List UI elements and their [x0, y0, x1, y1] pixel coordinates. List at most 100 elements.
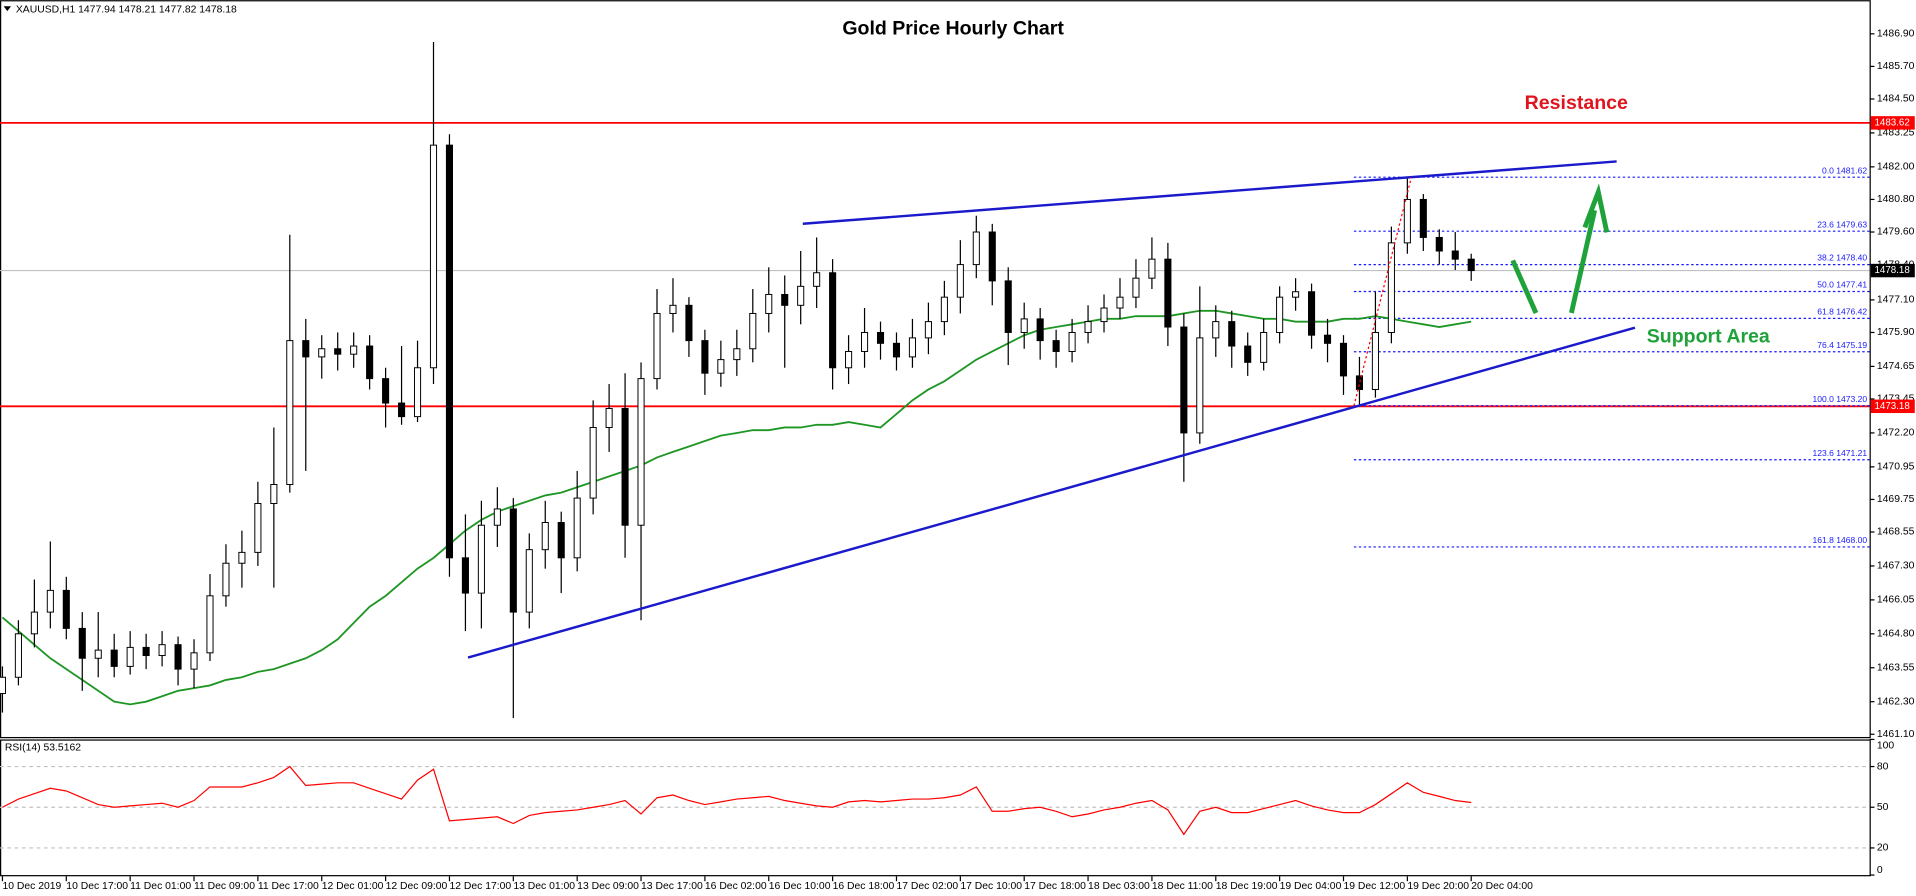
candle-body	[1068, 331, 1076, 352]
x-tick-label: 20 Dec 04:00	[1471, 881, 1533, 892]
candle-body	[940, 296, 948, 323]
candle-body	[956, 264, 964, 298]
x-tick-label: 17 Dec 02:00	[896, 881, 958, 892]
chart-title: Gold Price Hourly Chart	[842, 18, 1064, 40]
x-tick-label: 18 Dec 03:00	[1088, 881, 1150, 892]
candle-body	[94, 649, 102, 659]
x-tick-label: 13 Dec 01:00	[513, 881, 575, 892]
fib-label: 100.0 1473.20	[1812, 394, 1867, 404]
candle-body	[286, 340, 294, 485]
fib-label: 23.6 1479.63	[1817, 219, 1867, 229]
candle-body	[461, 557, 469, 594]
candle-body	[413, 367, 422, 418]
candle-body	[1116, 296, 1124, 309]
candle-body	[110, 649, 118, 667]
candle-body	[1132, 277, 1140, 298]
y-tick-label: 1461.10	[1877, 729, 1915, 740]
y-tick-label: 1479.60	[1877, 227, 1915, 238]
candle-body	[1339, 342, 1348, 377]
candle-body	[685, 304, 693, 342]
y-tick-label: 1470.95	[1877, 462, 1915, 473]
level-price-box	[1870, 399, 1915, 414]
candle-body	[174, 644, 182, 670]
candle-body	[557, 522, 565, 559]
candle-body	[509, 508, 517, 613]
level-price-label: 1483.62	[1874, 117, 1909, 128]
x-tick-label: 19 Dec 04:00	[1280, 881, 1342, 892]
fib-label: 50.0 1477.41	[1817, 280, 1867, 290]
fib-label: 161.8 1468.00	[1812, 535, 1867, 545]
x-tick-label: 11 Dec 17:00	[258, 881, 319, 892]
x-tick-label: 16 Dec 10:00	[769, 881, 831, 892]
pullback-arrow	[1510, 259, 1539, 314]
candle-body	[142, 646, 150, 657]
candle-body	[972, 231, 980, 266]
level-price-box	[1870, 263, 1915, 278]
y-tick-label: 1464.80	[1877, 629, 1915, 640]
candle-body	[46, 589, 54, 613]
y-tick-label: 1480.80	[1877, 194, 1915, 205]
x-tick-label: 16 Dec 18:00	[833, 881, 895, 892]
candle-body	[429, 144, 438, 369]
candle-body	[1308, 291, 1316, 336]
candle-body	[1052, 340, 1060, 352]
candle-body	[382, 378, 390, 404]
candle-body	[1164, 258, 1172, 328]
up-arrow-head	[1582, 183, 1610, 233]
candle-body	[701, 340, 709, 374]
y-tick-label: 1463.55	[1877, 662, 1915, 673]
y-tick-label: 1475.90	[1877, 327, 1915, 338]
candle-body	[605, 407, 613, 428]
y-tick-label: 1485.70	[1877, 61, 1915, 72]
x-tick-label: 11 Dec 09:00	[194, 881, 255, 892]
level-price-box	[1870, 116, 1915, 130]
fib-label: 38.2 1478.40	[1817, 253, 1867, 263]
candle-body	[1451, 250, 1459, 260]
x-tick-label: 17 Dec 18:00	[1024, 881, 1086, 892]
candle-body	[637, 378, 645, 526]
candle-body	[733, 348, 741, 361]
y-tick-label: 1469.75	[1877, 494, 1915, 505]
candle-body	[0, 676, 6, 695]
candle-body	[861, 331, 869, 352]
candle-body	[1355, 375, 1364, 390]
upper-trend-line	[802, 160, 1617, 225]
candle-body	[493, 508, 501, 526]
candle-body	[222, 562, 230, 597]
up-arrow-shaft	[1569, 209, 1598, 314]
fib-label: 61.8 1476.42	[1817, 307, 1867, 317]
candle-body	[1403, 198, 1411, 244]
candle-body	[126, 646, 134, 667]
x-tick-label: 12 Dec 09:00	[386, 881, 448, 892]
x-tick-label: 13 Dec 17:00	[641, 881, 703, 892]
candle-body	[1084, 321, 1092, 333]
candle-body	[366, 345, 374, 380]
level-price-label: 1473.18	[1874, 401, 1909, 412]
candle-body	[845, 350, 853, 369]
candle-body	[350, 345, 358, 355]
y-tick-label: 1484.50	[1877, 94, 1915, 105]
candle-body	[749, 312, 757, 350]
resistance-label: Resistance	[1525, 92, 1628, 114]
candle-body	[876, 331, 885, 344]
x-tick-label: 12 Dec 01:00	[322, 881, 384, 892]
candle-body	[1228, 321, 1236, 347]
rsi-tick-label: 20	[1877, 843, 1889, 854]
candle-body	[813, 272, 821, 287]
candle-body	[158, 644, 166, 657]
candle-body	[445, 144, 454, 559]
fib-label: 0.0 1481.62	[1822, 165, 1867, 175]
fib-label: 76.4 1475.19	[1817, 340, 1867, 350]
candle-body	[669, 304, 677, 314]
candle-body	[1323, 334, 1332, 344]
lower-trend-line	[467, 326, 1636, 659]
level-price-label: 1478.18	[1874, 265, 1909, 276]
candle-body	[1260, 331, 1268, 363]
x-tick-label: 19 Dec 20:00	[1407, 881, 1469, 892]
candle-body	[238, 551, 246, 564]
x-tick-label: 17 Dec 10:00	[960, 881, 1022, 892]
candle-body	[1004, 280, 1012, 333]
candle-body	[924, 321, 932, 339]
candle-body	[206, 595, 214, 654]
